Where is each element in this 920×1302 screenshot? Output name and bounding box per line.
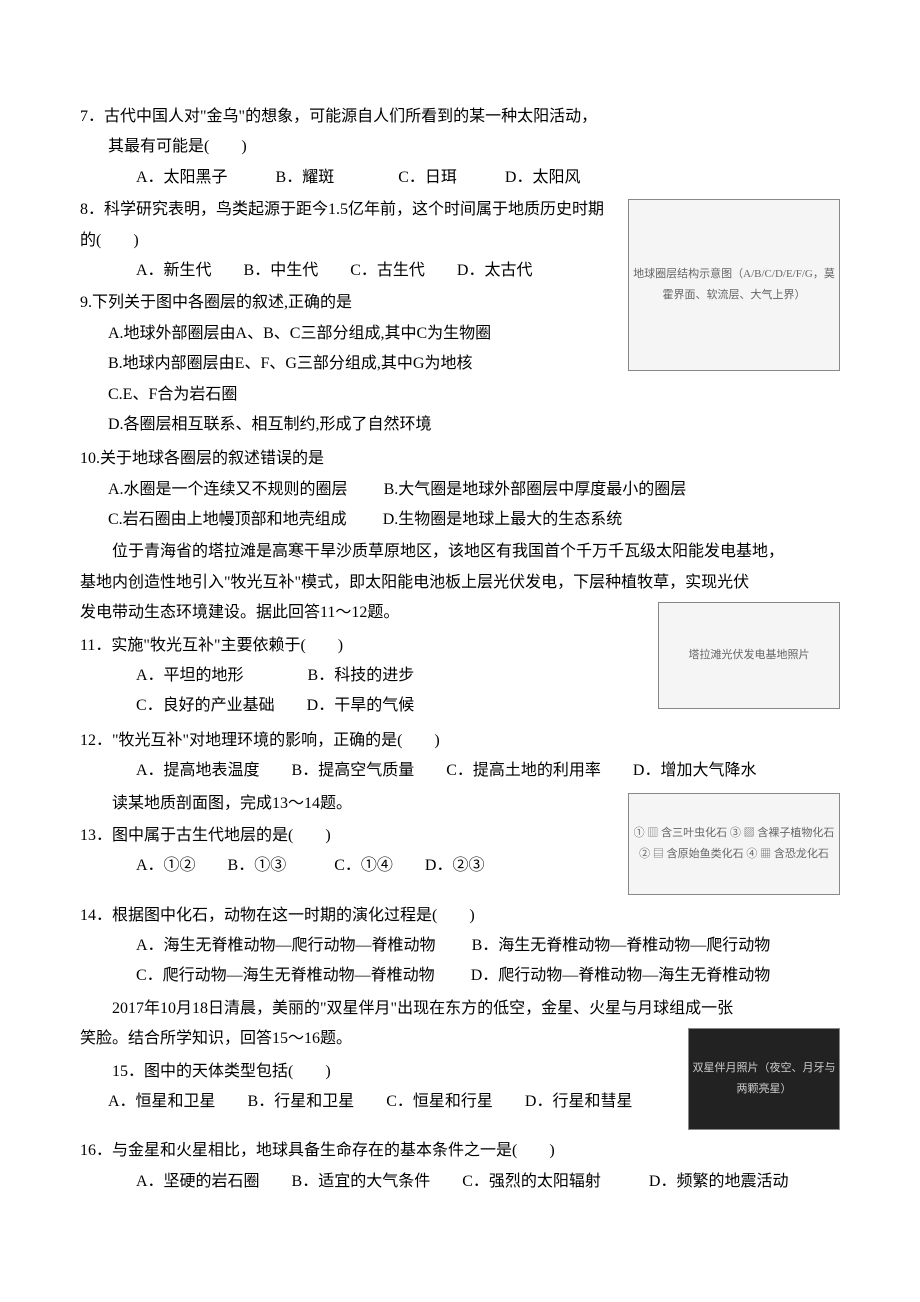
figure-solar-farm-photo: 塔拉滩光伏发电基地照片 <box>658 602 840 709</box>
q10-opt-a: A.水圈是一个连续又不规则的圈层 <box>108 481 348 498</box>
figure-earth-layers-label: 地球圈层结构示意图（A/B/C/D/E/F/G，莫霍界面、软流层、大气上界） <box>629 264 839 306</box>
q14-opt-b: B．海生无脊椎动物—脊椎动物—爬行动物 <box>472 937 771 954</box>
q14-stem: 14．根据图中化石，动物在这一时期的演化过程是( ) <box>80 901 840 931</box>
q7-cont: 其最有可能是( ) <box>108 132 840 162</box>
figure-solar-farm-label: 塔拉滩光伏发电基地照片 <box>689 645 810 666</box>
q14-opt-d: D．爬行动物—脊椎动物—海生无脊椎动物 <box>471 967 771 984</box>
passage-15-16-l1: 2017年10月18日清晨，美丽的"双星伴月"出现在东方的低空，金星、火星与月球… <box>80 994 840 1024</box>
q10-row1: A.水圈是一个连续又不规则的圈层 B.大气圈是地球外部圈层中厚度最小的圈层 <box>108 475 840 505</box>
q10-stem: 10.关于地球各圈层的叙述错误的是 <box>80 444 840 474</box>
question-14: 14．根据图中化石，动物在这一时期的演化过程是( ) A．海生无脊椎动物—爬行动… <box>80 901 840 992</box>
q12-options: A．提高地表温度 B．提高空气质量 C．提高土地的利用率 D．增加大气降水 <box>136 756 840 786</box>
q10-row2: C.岩石圈由上地幔顶部和地壳组成 D.生物圈是地球上最大的生态系统 <box>108 505 840 535</box>
passage-15-16: 2017年10月18日清晨，美丽的"双星伴月"出现在东方的低空，金星、火星与月球… <box>80 994 840 1055</box>
question-12: 12．"牧光互补"对地理环境的影响，正确的是( ) A．提高地表温度 B．提高空… <box>80 726 840 787</box>
q10-opt-c: C.岩石圈由上地幔顶部和地壳组成 <box>108 511 347 528</box>
q7-options: A．太阳黑子 B．耀斑 C．日珥 D．太阳风 <box>136 163 840 193</box>
q10-opt-d: D.生物圈是地球上最大的生态系统 <box>383 511 623 528</box>
q16-options: A．坚硬的岩石圈 B．适宜的大气条件 C．强烈的太阳辐射 D．频繁的地震活动 <box>136 1167 840 1197</box>
figure-stratigraphy-legend: ① ▥ 含三叶虫化石 ③ ▨ 含裸子植物化石 ② ▤ 含原始鱼类化石 ④ ▦ 含… <box>634 823 835 865</box>
question-7: 7．古代中国人对"金乌"的想象，可能源自人们所看到的某一种太阳活动， 其最有可能… <box>80 102 840 193</box>
figure-stratigraphy: ① ▥ 含三叶虫化石 ③ ▨ 含裸子植物化石 ② ▤ 含原始鱼类化石 ④ ▦ 含… <box>628 793 840 895</box>
figure-moon-planets-label: 双星伴月照片（夜空、月牙与两颗亮星） <box>689 1058 839 1100</box>
q10-opt-b: B.大气圈是地球外部圈层中厚度最小的圈层 <box>384 481 687 498</box>
question-16: 16．与金星和火星相比，地球具备生命存在的基本条件之一是( ) A．坚硬的岩石圈… <box>80 1136 840 1197</box>
q14-row1: A．海生无脊椎动物—爬行动物—脊椎动物 B．海生无脊椎动物—脊椎动物—爬行动物 <box>136 931 840 961</box>
q9-opt-d: D.各圈层相互联系、相互制约,形成了自然环境 <box>108 410 840 440</box>
figure-moon-planets-photo: 双星伴月照片（夜空、月牙与两颗亮星） <box>688 1028 840 1130</box>
q14-opt-a: A．海生无脊椎动物—爬行动物—脊椎动物 <box>136 937 436 954</box>
q16-stem: 16．与金星和火星相比，地球具备生命存在的基本条件之一是( ) <box>80 1136 840 1166</box>
q9-opt-c: C.E、F合为岩石圈 <box>108 380 840 410</box>
q14-row2: C．爬行动物—海生无脊椎动物—脊椎动物 D．爬行动物—脊椎动物—海生无脊椎动物 <box>136 961 840 991</box>
q14-opt-c: C．爬行动物—海生无脊椎动物—脊椎动物 <box>136 967 435 984</box>
q7-stem: 7．古代中国人对"金乌"的想象，可能源自人们所看到的某一种太阳活动， <box>80 102 840 132</box>
passage-11-12: 位于青海省的塔拉滩是高寒干旱沙质草原地区，该地区有我国首个千万千瓦级太阳能发电基… <box>80 537 840 628</box>
passage-11-12-l2: 基地内创造性地引入"牧光互补"模式，即太阳能电池板上层光伏发电，下层种植牧草，实… <box>80 568 840 598</box>
figure-earth-layers: 地球圈层结构示意图（A/B/C/D/E/F/G，莫霍界面、软流层、大气上界） <box>628 199 840 371</box>
passage-11-12-l1: 位于青海省的塔拉滩是高寒干旱沙质草原地区，该地区有我国首个千万千瓦级太阳能发电基… <box>80 537 840 567</box>
question-10: 10.关于地球各圈层的叙述错误的是 A.水圈是一个连续又不规则的圈层 B.大气圈… <box>80 444 840 535</box>
q12-stem: 12．"牧光互补"对地理环境的影响，正确的是( ) <box>80 726 840 756</box>
